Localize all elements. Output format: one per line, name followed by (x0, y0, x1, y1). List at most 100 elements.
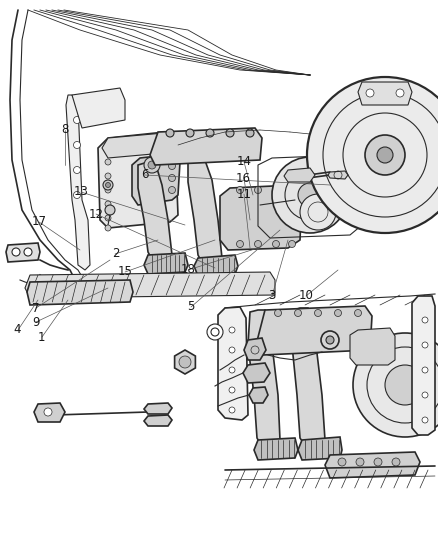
Circle shape (229, 327, 235, 333)
Text: 1: 1 (38, 331, 46, 344)
Circle shape (422, 317, 428, 323)
Circle shape (422, 367, 428, 373)
Circle shape (229, 367, 235, 373)
Circle shape (307, 77, 438, 233)
Polygon shape (6, 243, 40, 262)
Polygon shape (194, 255, 238, 276)
Polygon shape (244, 338, 266, 360)
Circle shape (385, 365, 425, 405)
Circle shape (105, 187, 111, 193)
Circle shape (300, 194, 336, 230)
Polygon shape (150, 128, 262, 165)
Circle shape (74, 191, 81, 198)
Circle shape (12, 248, 20, 256)
Circle shape (197, 151, 204, 158)
Circle shape (169, 163, 176, 169)
Circle shape (144, 157, 160, 173)
Polygon shape (284, 168, 315, 182)
Polygon shape (72, 88, 125, 128)
Circle shape (272, 240, 279, 247)
Circle shape (186, 129, 194, 137)
Polygon shape (144, 415, 172, 426)
Circle shape (105, 173, 111, 179)
Circle shape (254, 187, 261, 193)
Text: 6: 6 (141, 168, 148, 181)
Circle shape (326, 336, 334, 344)
Circle shape (422, 342, 428, 348)
Polygon shape (175, 350, 195, 374)
Text: 13: 13 (74, 185, 88, 198)
Text: 8: 8 (61, 123, 68, 136)
Circle shape (353, 333, 438, 437)
Circle shape (226, 129, 234, 137)
Circle shape (105, 205, 115, 215)
Circle shape (148, 161, 156, 169)
Circle shape (392, 458, 400, 466)
Text: 7: 7 (32, 302, 40, 314)
Polygon shape (256, 306, 372, 355)
Text: 12: 12 (89, 208, 104, 221)
Circle shape (44, 408, 52, 416)
Circle shape (103, 180, 113, 190)
Circle shape (246, 129, 254, 137)
Circle shape (207, 324, 223, 340)
Polygon shape (328, 171, 348, 179)
Text: 3: 3 (268, 289, 275, 302)
Circle shape (374, 458, 382, 466)
Polygon shape (292, 308, 325, 450)
Polygon shape (350, 328, 395, 365)
Polygon shape (188, 152, 222, 268)
Circle shape (275, 310, 282, 317)
Circle shape (24, 248, 32, 256)
Circle shape (356, 458, 364, 466)
Circle shape (74, 141, 81, 149)
Polygon shape (27, 280, 133, 305)
Circle shape (272, 187, 279, 193)
Circle shape (105, 225, 111, 231)
Polygon shape (298, 437, 342, 460)
Polygon shape (243, 363, 270, 383)
Circle shape (422, 417, 428, 423)
Text: 4: 4 (14, 323, 21, 336)
Circle shape (366, 89, 374, 97)
Polygon shape (25, 272, 275, 298)
Polygon shape (220, 185, 302, 250)
Circle shape (298, 183, 322, 207)
Text: 10: 10 (299, 289, 314, 302)
Circle shape (354, 310, 361, 317)
Circle shape (229, 407, 235, 413)
Circle shape (105, 145, 111, 151)
Polygon shape (144, 253, 188, 274)
Polygon shape (144, 403, 172, 414)
Circle shape (237, 187, 244, 193)
Polygon shape (102, 132, 180, 158)
Circle shape (74, 117, 81, 124)
Circle shape (237, 240, 244, 247)
Circle shape (365, 135, 405, 175)
Circle shape (169, 187, 176, 193)
Circle shape (422, 392, 428, 398)
Circle shape (321, 331, 339, 349)
Circle shape (289, 240, 296, 247)
Circle shape (338, 458, 346, 466)
Circle shape (105, 159, 111, 165)
Polygon shape (412, 296, 435, 435)
Circle shape (396, 89, 404, 97)
Text: 15: 15 (117, 265, 132, 278)
Text: 16: 16 (236, 172, 251, 185)
Polygon shape (358, 82, 412, 105)
Circle shape (106, 182, 110, 188)
Text: 17: 17 (32, 215, 47, 228)
Circle shape (314, 310, 321, 317)
Polygon shape (249, 387, 268, 403)
Circle shape (166, 129, 174, 137)
Circle shape (289, 187, 296, 193)
Circle shape (229, 347, 235, 353)
Circle shape (272, 157, 348, 233)
Circle shape (229, 387, 235, 393)
Text: 18: 18 (181, 263, 196, 276)
Polygon shape (248, 310, 280, 450)
Polygon shape (254, 438, 298, 460)
Text: 9: 9 (32, 316, 40, 329)
Text: 5: 5 (187, 300, 194, 313)
